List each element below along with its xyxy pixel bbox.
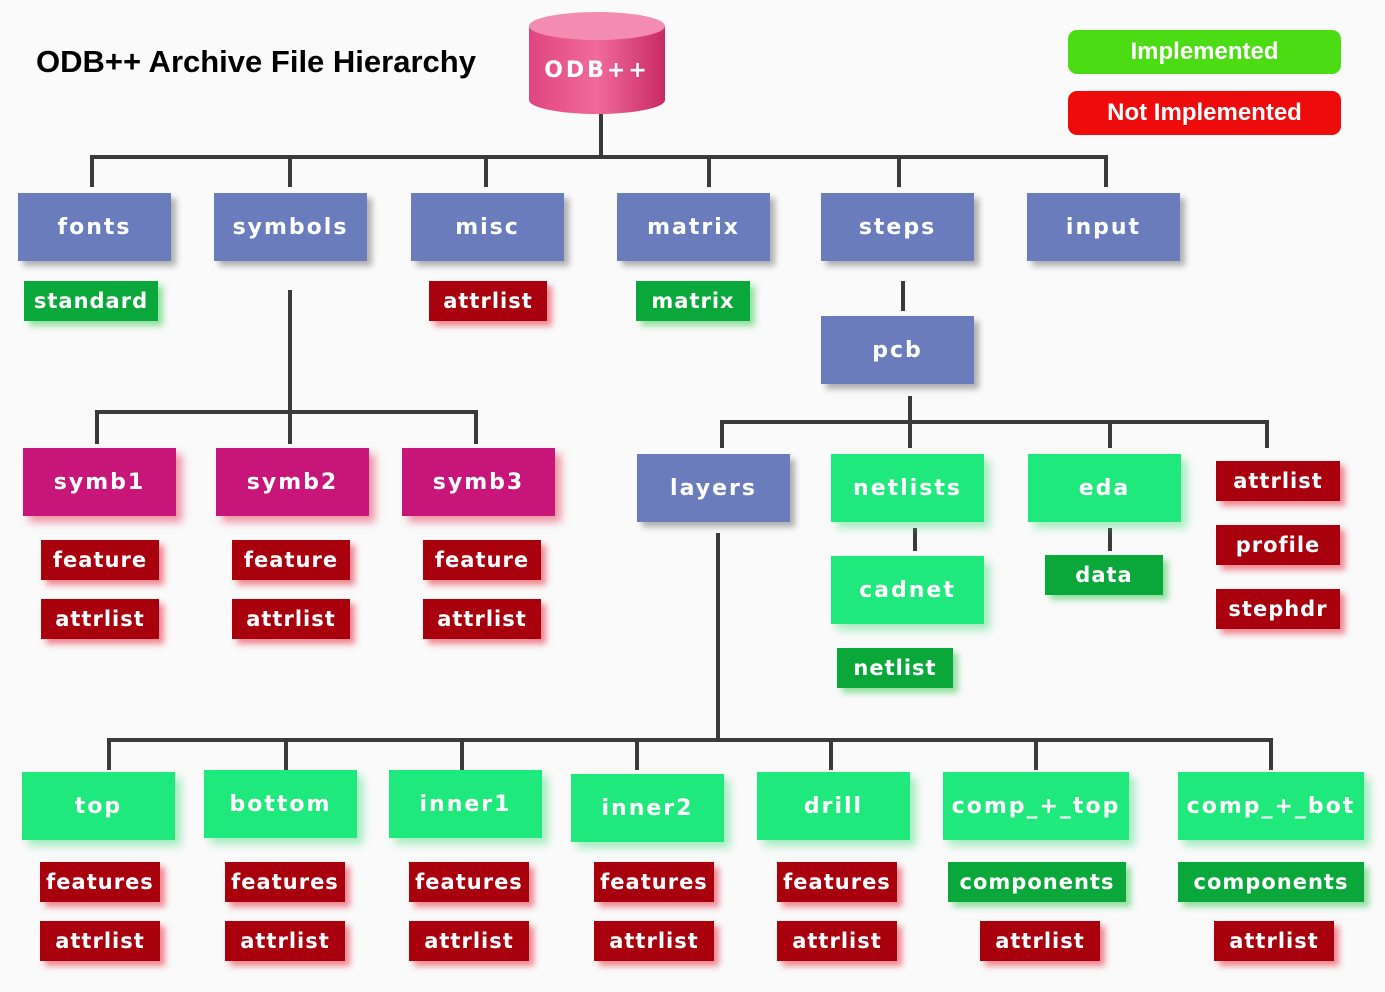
node-pcb: pcb [821, 316, 974, 384]
node-comp-bot-components: components [1178, 862, 1364, 902]
node-drill-features: features [777, 862, 897, 902]
node-inner2-features: features [594, 862, 714, 902]
root-label: ODB++ [544, 58, 650, 83]
node-steps: steps [821, 193, 974, 261]
node-top-features: features [40, 862, 160, 902]
node-symb2-feature: feature [232, 540, 350, 580]
node-layer-inner1: inner1 [389, 770, 542, 838]
node-eda-data: data [1045, 555, 1163, 595]
node-top-attrlist: attrlist [40, 921, 160, 961]
node-input: input [1027, 193, 1180, 261]
legend-not-implemented: Not Implemented [1068, 91, 1341, 135]
node-netlists: netlists [831, 454, 984, 522]
node-symbols: symbols [214, 193, 367, 261]
node-fonts-standard: standard [24, 281, 158, 321]
node-comp-bot-attrlist: attrlist [1214, 921, 1334, 961]
node-netlist: netlist [837, 648, 953, 688]
database-icon [529, 12, 665, 114]
node-layer-drill: drill [757, 772, 910, 840]
node-pcb-profile: profile [1216, 525, 1340, 565]
node-symb1-attrlist: attrlist [41, 599, 159, 639]
node-layers: layers [637, 454, 790, 522]
node-bottom-attrlist: attrlist [225, 921, 345, 961]
node-layer-comp-top: comp_+_top [943, 772, 1129, 840]
legend-implemented: Implemented [1068, 30, 1341, 74]
node-symb3: symb3 [402, 448, 555, 516]
node-layer-inner2: inner2 [571, 774, 724, 842]
node-symb1: symb1 [23, 448, 176, 516]
node-symb3-feature: feature [423, 540, 541, 580]
node-pcb-attrlist: attrlist [1216, 461, 1340, 501]
node-misc-attrlist: attrlist [429, 281, 547, 321]
node-comp-top-components: components [948, 862, 1126, 902]
node-misc: misc [411, 193, 564, 261]
node-symb2: symb2 [216, 448, 369, 516]
node-drill-attrlist: attrlist [777, 921, 897, 961]
node-inner1-attrlist: attrlist [409, 921, 529, 961]
node-inner1-features: features [409, 862, 529, 902]
node-pcb-stephdr: stephdr [1216, 589, 1340, 629]
node-comp-top-attrlist: attrlist [980, 921, 1100, 961]
node-symb2-attrlist: attrlist [232, 599, 350, 639]
page-title: ODB++ Archive File Hierarchy [36, 44, 476, 79]
node-layer-comp-bot: comp_+_bot [1178, 772, 1364, 840]
node-fonts: fonts [18, 193, 171, 261]
node-inner2-attrlist: attrlist [594, 921, 714, 961]
node-symb3-attrlist: attrlist [423, 599, 541, 639]
node-symb1-feature: feature [41, 540, 159, 580]
node-layer-bottom: bottom [204, 770, 357, 838]
node-matrix-matrix: matrix [636, 281, 750, 321]
node-layer-top: top [22, 772, 175, 840]
node-matrix: matrix [617, 193, 770, 261]
node-cadnet: cadnet [831, 556, 984, 624]
node-bottom-features: features [225, 862, 345, 902]
node-eda: eda [1028, 454, 1181, 522]
